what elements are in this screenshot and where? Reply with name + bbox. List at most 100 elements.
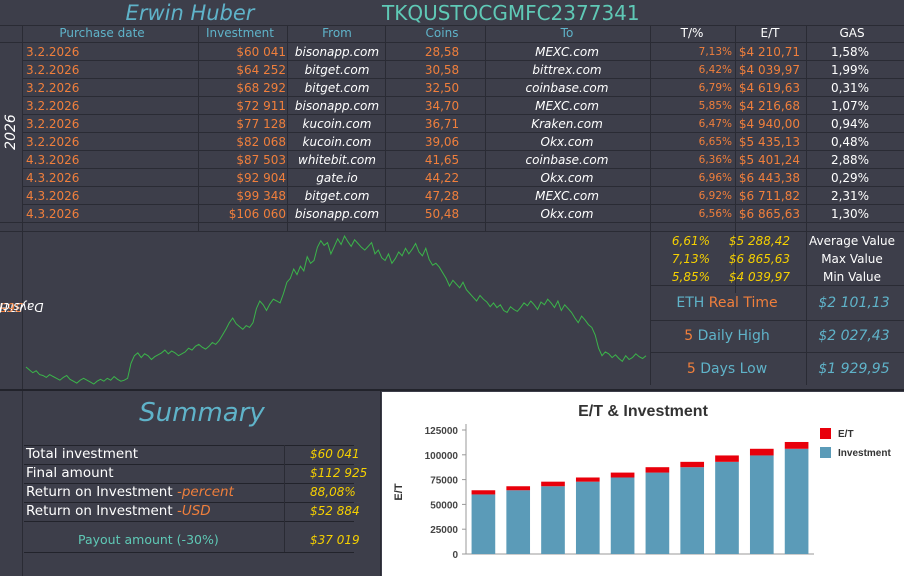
stat-row: 5,85% $4 039,97 Min Value — [652, 268, 904, 286]
bar-et — [784, 441, 809, 449]
cell-date: 4.3.2026 — [26, 189, 80, 203]
cell-gas: 1,99% — [830, 63, 870, 77]
bar-investment — [506, 490, 531, 554]
bar-investment — [749, 455, 774, 554]
table-row: 4.3.2026 $92 904 gate.io 44,22 Okx.com 6,96% $… — [22, 169, 904, 187]
cell-gas: 0,31% — [830, 81, 870, 95]
year-label: 2026 — [3, 114, 19, 150]
cell-tp: 6,56% — [698, 208, 732, 220]
cell-coins: 47,28 — [424, 189, 460, 203]
legend-swatch-investment — [820, 447, 831, 458]
bar-et — [471, 490, 496, 495]
y-tick-label: 75000 — [430, 476, 458, 487]
cell-coins: 34,70 — [424, 99, 460, 113]
cell-et: $5 435,13 — [738, 135, 800, 149]
cell-tp: 6,92% — [698, 190, 732, 202]
legend-swatch-et — [820, 428, 831, 439]
cell-coins: 44,22 — [424, 171, 460, 185]
cell-coins: 30,58 — [424, 63, 460, 77]
cell-to: MEXC.com — [535, 45, 599, 59]
cell-from: bitget.com — [304, 81, 370, 95]
cell-et: $5 401,24 — [738, 153, 800, 167]
final-amount-value: $112 925 — [310, 466, 368, 480]
cell-date: 4.3.2026 — [26, 153, 80, 167]
bar-investment — [784, 448, 809, 554]
cell-to: Okx.com — [540, 171, 594, 185]
table-row: 3.2.2026 $68 292 bitget.com 32,50 coinbase.c… — [22, 79, 904, 97]
cell-coins: 36,71 — [424, 117, 460, 131]
y-tick-label: 50000 — [430, 500, 458, 511]
table-row: 3.2.2026 $60 041 bisonapp.com 28,58 MEXC.com… — [22, 43, 904, 61]
bar-et — [575, 477, 600, 482]
cell-from: bitget.com — [304, 63, 370, 77]
cell-tp: 6,65% — [698, 136, 732, 148]
eth-365-days-chart — [25, 234, 647, 385]
table-row: 3.2.2026 $82 068 kucoin.com 39,06 Okx.com 6,6… — [22, 133, 904, 151]
col-header-investment: Investment — [206, 26, 274, 40]
roi-percent-row: Return on Investment -percent 88,08% — [26, 484, 356, 500]
cell-gas: 0,29% — [830, 171, 870, 185]
cell-investment: $99 348 — [236, 189, 286, 203]
col-header-to: To — [560, 26, 574, 40]
stat-pct: 7,13% — [671, 252, 710, 266]
days-low-row: 5 Days Low $1 929,95 — [652, 353, 904, 386]
roi-usd-row: Return on Investment -USD $52 884 — [26, 503, 360, 519]
account-code: TKQUSTOCGMFC2377341 — [382, 1, 640, 25]
cell-et: $6 865,63 — [738, 207, 800, 221]
daily-high-row: 5 Daily High $2 027,43 — [652, 320, 904, 353]
cell-coins: 50,48 — [424, 207, 460, 221]
table-row: 3.2.2026 $72 911 bisonapp.com 34,70 MEXC.com… — [22, 97, 904, 115]
cell-coins: 28,58 — [424, 45, 460, 59]
cell-coins: 39,06 — [424, 135, 460, 149]
cell-to: MEXC.com — [535, 189, 599, 203]
cell-et: $4 216,68 — [738, 99, 800, 113]
cell-to: coinbase.com — [525, 153, 609, 167]
cell-coins: 32,50 — [424, 81, 460, 95]
stat-row: 7,13% $6 865,63 Max Value — [652, 250, 904, 268]
table-row: 3.2.2026 $77 128 kucoin.com 36,71 Kraken.com… — [22, 115, 904, 133]
roi-usd-value: $52 884 — [310, 504, 360, 518]
final-amount-row: Final amount $112 925 — [26, 465, 368, 481]
stat-row: 6,61% $5 288,42 Average Value — [652, 232, 904, 250]
table-row: 4.3.2026 $99 348 bitget.com 47,28 MEXC.com 6,… — [22, 187, 904, 205]
y-tick-label: 100000 — [425, 451, 459, 462]
stat-pct: 6,61% — [671, 234, 710, 248]
bar-et — [610, 472, 635, 478]
stat-label: Average Value — [808, 234, 896, 248]
bar-et — [680, 461, 705, 468]
owner-name: Erwin Huber — [125, 1, 255, 25]
cell-et: $4 940,00 — [738, 117, 800, 131]
eth-price-line — [25, 234, 647, 385]
chart-background — [382, 392, 904, 576]
cell-gas: 1,58% — [830, 45, 870, 59]
cell-investment: $68 292 — [236, 81, 286, 95]
cell-date: 3.2.2026 — [26, 45, 80, 59]
bar-investment — [610, 477, 635, 554]
bar-et — [645, 467, 670, 473]
cell-gas: 1,30% — [830, 207, 870, 221]
daily-high-value: $2 027,43 — [818, 328, 890, 344]
total-investment-value: $60 041 — [310, 447, 360, 461]
cell-date: 3.2.2026 — [26, 117, 80, 131]
bar-investment — [541, 486, 565, 554]
cell-et: $6 443,38 — [738, 171, 800, 185]
cell-tp: 5,85% — [698, 100, 732, 112]
cell-to: Okx.com — [540, 207, 594, 221]
eth-realtime-value: $2 101,13 — [818, 295, 890, 311]
cell-from: kucoin.com — [302, 135, 372, 149]
et-investment-bar-chart: E/T & Investment 0 25000 50000 75000 100000 12… — [382, 392, 904, 576]
cell-date: 3.2.2026 — [26, 81, 80, 95]
stat-label: Max Value — [821, 252, 883, 266]
cell-from: bisonapp.com — [294, 99, 380, 113]
cell-date: 3.2.2026 — [26, 63, 80, 77]
y-tick-label: 125000 — [425, 426, 459, 437]
stat-label: Min Value — [822, 270, 882, 284]
cell-investment: $77 128 — [236, 117, 286, 131]
stat-pct: 5,85% — [671, 270, 710, 284]
bar-et — [541, 481, 565, 487]
cell-investment: $92 904 — [236, 171, 286, 185]
cell-from: kucoin.com — [302, 117, 372, 131]
cell-tp: 6,79% — [698, 82, 732, 94]
payout-value: $37 019 — [310, 533, 360, 547]
cell-et: $4 039,97 — [738, 63, 800, 77]
